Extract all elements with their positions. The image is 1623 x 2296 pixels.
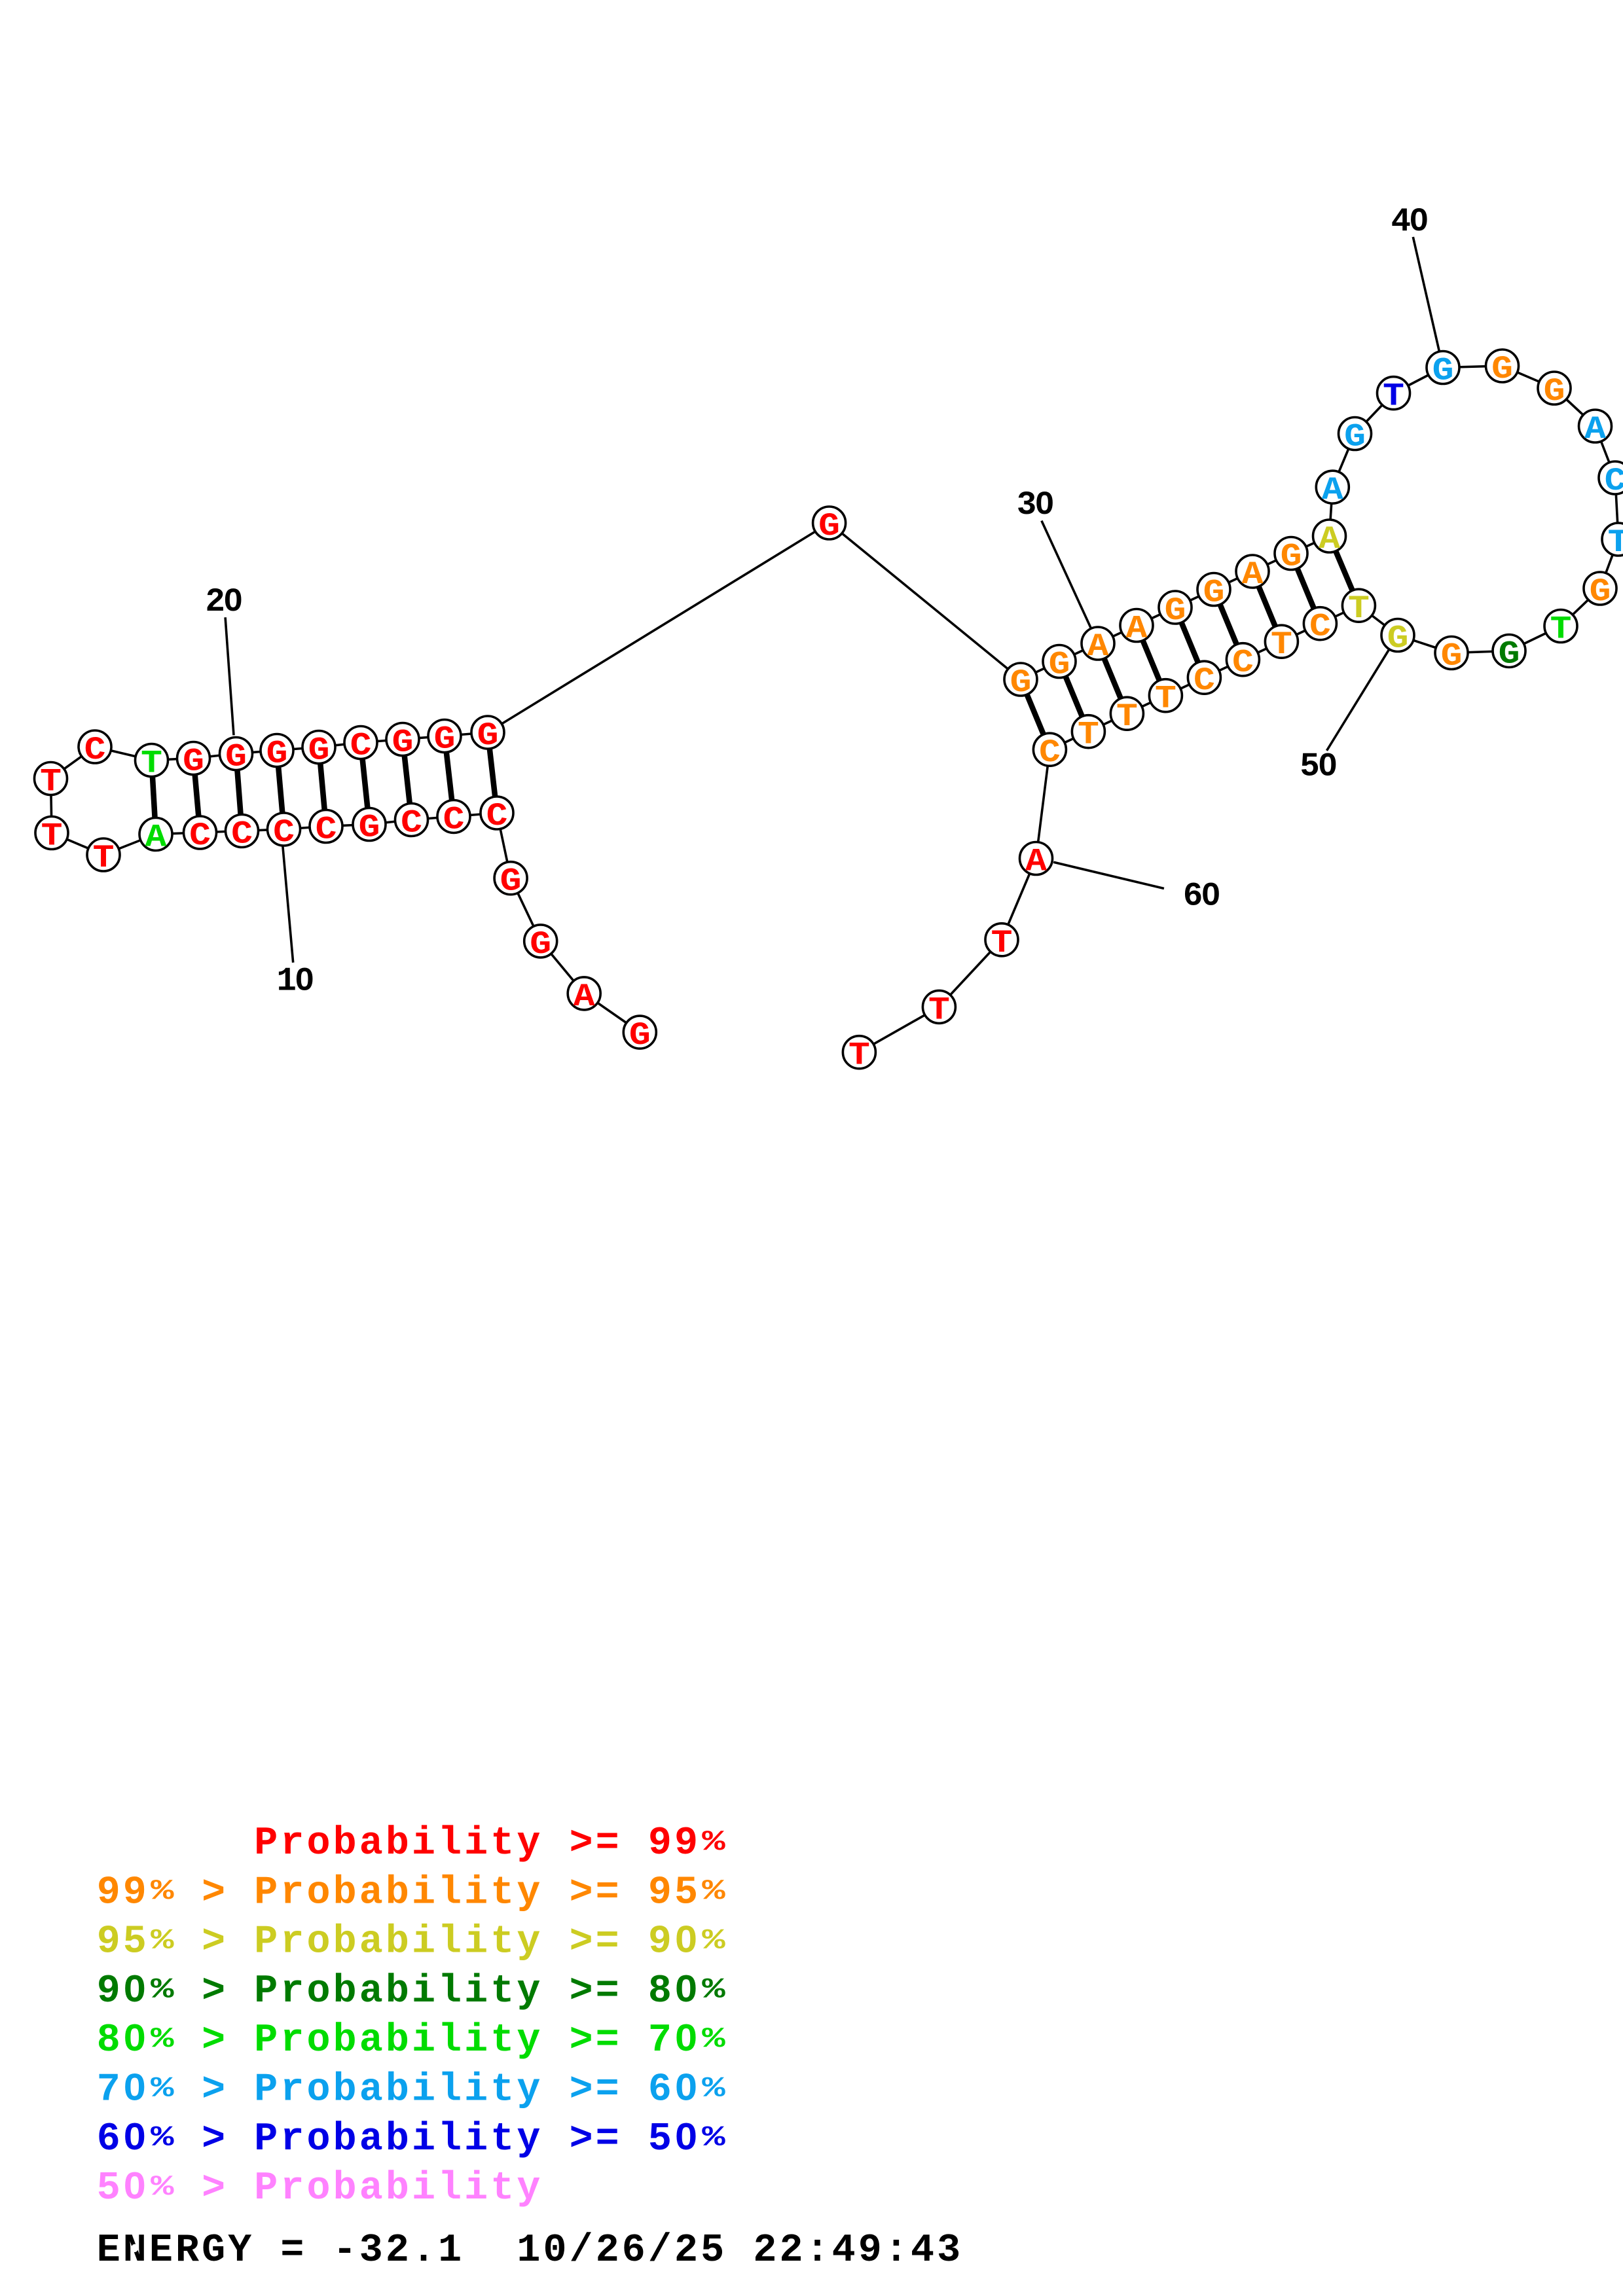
svg-text:C: C xyxy=(1309,609,1331,645)
svg-text:G: G xyxy=(1165,592,1186,629)
svg-text:C: C xyxy=(1039,734,1061,771)
svg-text:G: G xyxy=(818,508,840,545)
svg-text:T: T xyxy=(1383,378,1404,415)
svg-text:G: G xyxy=(1590,573,1611,610)
svg-text:%: % xyxy=(151,2171,174,2204)
svg-text:G: G xyxy=(266,736,288,772)
svg-text:80: 80 xyxy=(97,2018,149,2063)
svg-text:C: C xyxy=(1194,662,1215,699)
svg-text:95: 95 xyxy=(97,1920,149,1965)
svg-text:%: % xyxy=(151,2122,174,2155)
svg-text:C: C xyxy=(350,728,372,764)
svg-text:20: 20 xyxy=(206,584,242,621)
svg-text:C: C xyxy=(1232,645,1254,681)
svg-text:G: G xyxy=(1010,664,1032,701)
svg-text:> Probability >= 80: > Probability >= 80 xyxy=(202,1969,701,2014)
svg-text:C: C xyxy=(486,798,508,834)
svg-text:G: G xyxy=(629,1017,651,1054)
svg-text:50: 50 xyxy=(97,2166,149,2211)
svg-text:G: G xyxy=(1049,647,1070,683)
svg-text:> Probability >= 90: > Probability >= 90 xyxy=(202,1920,701,1965)
svg-text:A: A xyxy=(1322,472,1344,509)
svg-text:%: % xyxy=(702,1826,725,1859)
svg-text:60: 60 xyxy=(1183,878,1219,916)
svg-text:T: T xyxy=(1155,681,1176,717)
svg-text:T: T xyxy=(141,745,162,782)
svg-text:G: G xyxy=(1441,638,1463,675)
svg-text:G: G xyxy=(392,725,414,761)
svg-text:G: G xyxy=(1203,575,1225,611)
svg-text:G: G xyxy=(308,732,330,769)
svg-text:> Probability >= 50: > Probability >= 50 xyxy=(202,2117,701,2162)
svg-text:T: T xyxy=(1550,611,1572,648)
svg-text:T: T xyxy=(40,764,62,800)
svg-text:A: A xyxy=(145,819,168,856)
svg-text:C: C xyxy=(401,805,422,842)
svg-text:> Probability: > Probability xyxy=(202,2166,543,2211)
svg-text:%: % xyxy=(151,2072,174,2105)
svg-text:A: A xyxy=(1319,521,1341,558)
svg-text:C: C xyxy=(443,802,465,838)
svg-text:70: 70 xyxy=(97,2068,149,2113)
svg-text:> Probability >= 70: > Probability >= 70 xyxy=(202,2018,701,2063)
svg-text:T: T xyxy=(1271,626,1292,663)
svg-text:90: 90 xyxy=(97,1969,149,2014)
svg-text:50: 50 xyxy=(1300,749,1336,786)
svg-text:G: G xyxy=(1544,373,1565,410)
svg-text:T: T xyxy=(1078,717,1099,753)
svg-text:%: % xyxy=(702,1875,725,1908)
svg-text:%: % xyxy=(702,2122,725,2155)
svg-text:G: G xyxy=(1281,539,1302,575)
svg-text:G: G xyxy=(477,717,499,754)
svg-text:G: G xyxy=(225,739,247,776)
svg-text:ENERGY = -32.1 10/26/25 22:49: ENERGY = -32.1 10/26/25 22:49:43 xyxy=(97,2229,964,2273)
svg-text:T: T xyxy=(1348,590,1370,627)
svg-text:%: % xyxy=(151,1974,174,2007)
svg-text:%: % xyxy=(702,1974,725,2007)
svg-text:C: C xyxy=(273,814,295,851)
svg-text:G: G xyxy=(1387,620,1409,657)
svg-text:T: T xyxy=(1116,698,1138,735)
svg-text:C: C xyxy=(84,732,106,768)
svg-text:10: 10 xyxy=(277,963,313,1001)
svg-text:T: T xyxy=(928,992,950,1028)
svg-text:C: C xyxy=(1605,463,1623,499)
svg-text:99: 99 xyxy=(97,1871,149,1915)
svg-text:30: 30 xyxy=(1017,487,1053,524)
svg-text:> Probability >= 60: > Probability >= 60 xyxy=(202,2068,701,2113)
svg-text:T: T xyxy=(991,925,1013,961)
svg-text:G: G xyxy=(434,721,456,758)
svg-text:%: % xyxy=(702,1924,725,1957)
svg-text:G: G xyxy=(359,810,380,846)
svg-text:A: A xyxy=(1025,844,1048,880)
svg-text:C: C xyxy=(189,817,211,854)
svg-text:A: A xyxy=(1126,611,1148,647)
svg-text:T: T xyxy=(848,1037,870,1074)
svg-text:60: 60 xyxy=(97,2117,149,2162)
svg-text:G: G xyxy=(183,744,204,780)
svg-text:A: A xyxy=(574,978,596,1015)
svg-text:%: % xyxy=(151,1924,174,1957)
svg-text:C: C xyxy=(316,812,337,848)
svg-text:G: G xyxy=(530,926,551,963)
svg-text:A: A xyxy=(1242,556,1264,593)
svg-text:G: G xyxy=(1432,353,1454,389)
svg-text:%: % xyxy=(151,2023,174,2056)
svg-text:G: G xyxy=(500,863,522,900)
svg-text:T: T xyxy=(1608,524,1623,561)
svg-text:%: % xyxy=(151,1875,174,1908)
svg-text:A: A xyxy=(1584,411,1607,448)
svg-text:%: % xyxy=(702,2023,725,2056)
svg-text:A: A xyxy=(1087,628,1110,665)
svg-text:C: C xyxy=(231,816,253,853)
svg-text:G: G xyxy=(1491,351,1513,387)
svg-text:40: 40 xyxy=(1391,204,1427,241)
svg-text:%: % xyxy=(702,2072,725,2105)
svg-text:T: T xyxy=(93,840,115,876)
svg-text:G: G xyxy=(1499,636,1520,673)
svg-text:Probability >= 99: Probability >= 99 xyxy=(254,1821,701,1866)
svg-text:T: T xyxy=(41,818,63,855)
svg-text:> Probability >= 95: > Probability >= 95 xyxy=(202,1871,701,1915)
svg-text:G: G xyxy=(1344,419,1366,456)
